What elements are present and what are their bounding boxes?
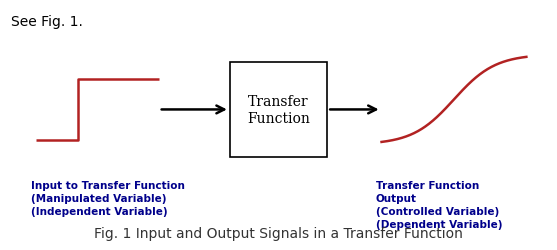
Text: See Fig. 1.: See Fig. 1.: [11, 15, 83, 29]
Text: Fig. 1 Input and Output Signals in a Transfer Function: Fig. 1 Input and Output Signals in a Tra…: [94, 226, 463, 240]
Text: Input to Transfer Function
(Manipulated Variable)
(Independent Variable): Input to Transfer Function (Manipulated …: [31, 180, 184, 216]
Bar: [229, 62, 327, 158]
Text: Transfer
Function: Transfer Function: [247, 95, 310, 125]
Text: Transfer Function
Output
(Controlled Variable)
(Dependent Variable): Transfer Function Output (Controlled Var…: [376, 180, 502, 230]
